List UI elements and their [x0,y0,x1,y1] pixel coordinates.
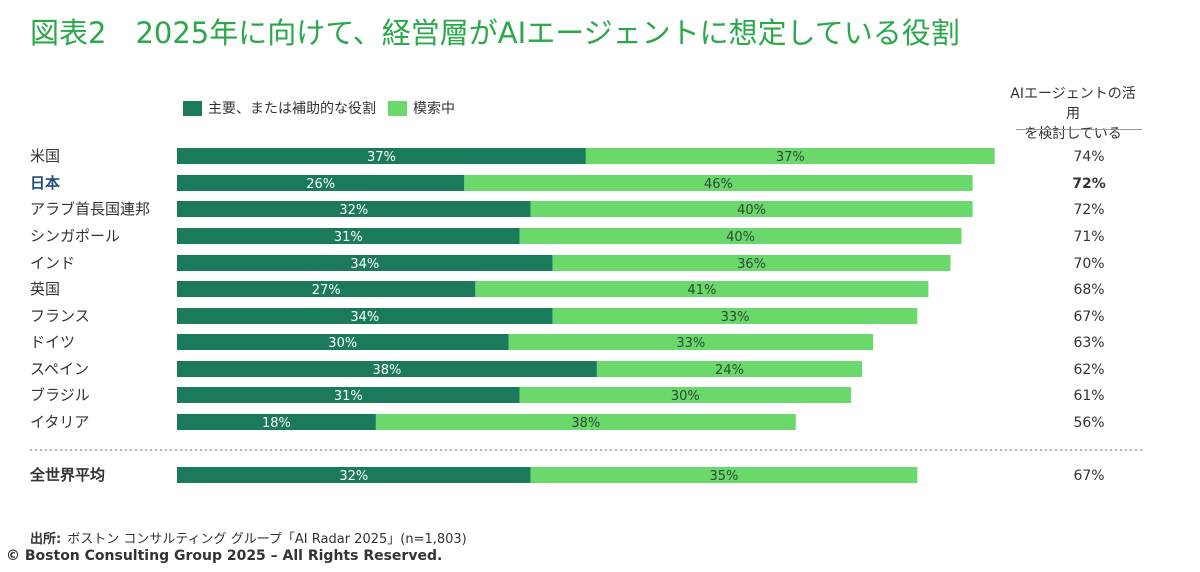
source-label: 出所: [30,532,62,547]
data-label: 32% [339,469,368,484]
total-label: 72% [1073,202,1104,218]
legend-item-exploring: 模索中 [388,98,455,118]
total-header-line2: を検討している [1024,126,1122,142]
bar-segment-primary [177,281,476,297]
source-note: 出所: ボストン コンサルティング グループ「AI Radar 2025」(n=1… [30,528,467,547]
data-label: 34% [350,310,379,325]
total-column-header: AIエージェントの活用 を検討している [1004,84,1142,144]
data-label: 27% [312,283,341,298]
bar-segment-exploring [375,414,796,430]
data-label: 18% [262,416,291,431]
total-label: 63% [1073,335,1104,351]
category-label: アラブ首長国連邦 [30,200,150,218]
stacked-bar-chart: 米国 37% 37% 74% 日本 26% 46% 72% アラブ首長国連邦 32% 40% 72% シ… [29,147,1142,484]
category-label: 全世界平均 [29,466,105,484]
legend-swatch-primary [183,100,202,116]
bar-segment-primary [177,361,597,377]
data-label: 38% [372,363,401,378]
bar-segment-primary [177,414,376,430]
legend-swatch-exploring [388,100,407,116]
category-label: スペイン [30,360,89,378]
source-text: ボストン コンサルティング グループ「AI Radar 2025」(n=1,80… [67,532,467,547]
total-label: 67% [1073,309,1104,325]
data-label: 41% [687,283,716,298]
total-label: 72% [1072,176,1106,192]
bar-segment-primary [177,255,553,271]
bar-segment-exploring [519,387,852,403]
bar-segment-exploring [585,148,995,164]
bar-segment-exploring [530,201,973,217]
total-label: 70% [1073,256,1104,272]
bar-segment-exploring [552,308,918,324]
bar-segment-exploring [530,467,918,483]
bar-segment-exploring [596,361,863,377]
category-label: 英国 [30,280,60,298]
data-label: 46% [704,177,733,192]
legend-item-primary: 主要、または補助的な役割 [183,98,376,118]
data-label: 35% [710,469,739,484]
bar-segment-exploring [475,281,929,297]
data-label: 37% [367,150,396,165]
category-label: ブラジル [30,386,90,404]
data-label: 32% [339,203,368,218]
bar-segment-primary [177,308,553,324]
data-label: 40% [737,203,766,218]
total-label: 67% [1073,468,1104,484]
data-label: 30% [328,336,357,351]
data-label: 30% [671,389,700,404]
total-label: 74% [1073,149,1104,165]
data-label: 26% [306,177,335,192]
data-label: 33% [676,336,705,351]
data-label: 31% [334,389,363,404]
total-label: 62% [1073,362,1104,378]
bar-segment-primary [177,201,531,217]
data-label: 37% [776,150,805,165]
bar-segment-primary [177,148,586,164]
total-header-underline [1016,129,1142,130]
total-label: 61% [1073,388,1104,404]
copyright: © Boston Consulting Group 2025 – All Rig… [6,548,443,564]
category-label: シンガポール [30,227,120,245]
data-label: 38% [571,416,600,431]
bar-segment-primary [177,228,520,244]
category-label: 日本 [30,174,60,192]
legend-label-exploring: 模索中 [413,101,455,117]
chart-rows: 米国 37% 37% 74% 日本 26% 46% 72% アラブ首長国連邦 32% 40% 72% シ… [29,147,1106,484]
total-header-line1: AIエージェントの活用 [1010,86,1136,122]
total-label: 71% [1073,229,1104,245]
chart-title: 図表2 2025年に向けて、経営層がAIエージェントに想定している役割 [30,16,960,50]
legend-label-primary: 主要、または補助的な役割 [208,101,376,117]
data-label: 31% [334,230,363,245]
bar-segment-exploring [519,228,962,244]
data-label: 24% [715,363,744,378]
bar-segment-exploring [552,255,951,271]
bar-segment-exploring [508,334,874,350]
category-label: 米国 [30,147,60,165]
legend: 主要、または補助的な役割 模索中 [183,97,467,119]
category-label: フランス [30,307,90,325]
total-label: 56% [1073,415,1104,431]
bar-segment-primary [177,387,520,403]
bar-segment-exploring [464,175,973,191]
category-label: ドイツ [30,333,75,351]
data-label: 34% [350,257,379,272]
data-label: 36% [737,257,766,272]
bar-segment-primary [177,175,465,191]
category-label: インド [30,254,75,272]
total-label: 68% [1073,282,1104,298]
data-label: 33% [721,310,750,325]
bar-segment-primary [177,467,531,483]
data-label: 40% [726,230,755,245]
bar-segment-primary [177,334,509,350]
category-label: イタリア [30,413,89,431]
